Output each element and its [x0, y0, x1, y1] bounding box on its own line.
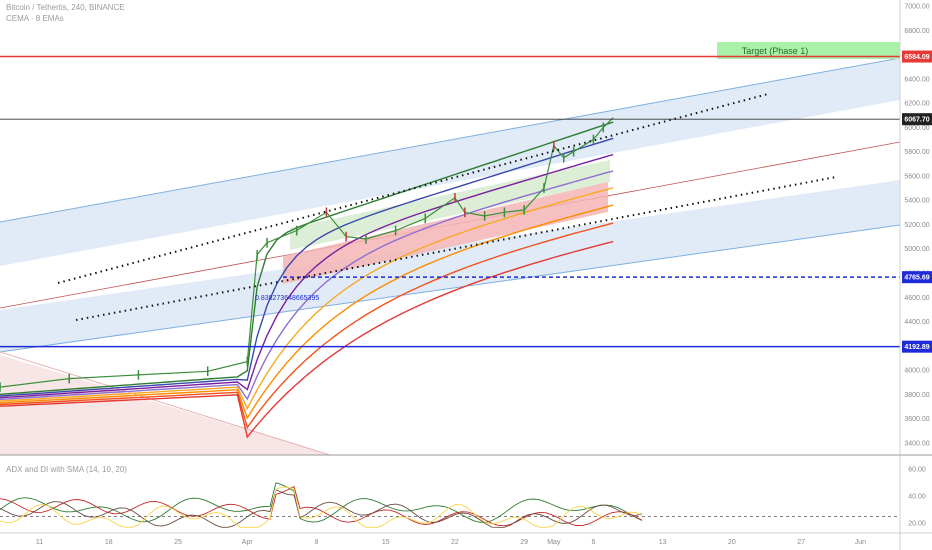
channel-layer: [0, 57, 901, 456]
ema-line-8: [0, 240, 614, 439]
upper-channel-top: [0, 57, 901, 223]
dotted-trend-layer: [57, 93, 837, 321]
time-tick-label: 22: [451, 539, 459, 546]
price-tick-label: 3800.00: [904, 392, 929, 399]
ema-layer: [0, 121, 614, 439]
lower-channel-band: [0, 180, 900, 352]
descending-wedge: [0, 355, 330, 455]
price-tick-label: 4600.00: [904, 295, 929, 302]
adx-tick-label: 60.00: [908, 466, 926, 473]
time-tick-label: May: [547, 539, 561, 546]
fib-label: 0.838273648665395: [255, 295, 319, 302]
axis-level-tag: [902, 50, 932, 63]
price-tick-label: 6200.00: [904, 101, 929, 108]
time-tick-label: Jun: [855, 539, 866, 546]
time-tick-label: 18: [105, 539, 113, 546]
adx-tick-label: 40.00: [908, 494, 926, 501]
price-tick-label: 6000.00: [904, 125, 929, 132]
axis-level-tag: [902, 340, 932, 353]
lower-channel-bottom: [0, 224, 901, 353]
upper-dotted-trend: [57, 93, 769, 284]
price-tick-label: 4000.00: [904, 368, 929, 375]
upper-channel-band: [0, 58, 900, 266]
time-tick-label: 25: [174, 539, 182, 546]
price-axis: 7000.00 6800.00 6400.00 6200.00 6000.00 5800.…: [899, 0, 932, 550]
time-tick-label: 8: [315, 539, 319, 546]
price-tick-label: 5600.00: [904, 173, 929, 180]
adx-pane: 60.00 40.00 20.00: [0, 466, 926, 528]
price-tick-label: 7000.00: [904, 4, 929, 11]
adx-line-2: [0, 485, 643, 527]
price-tick-label: 5200.00: [904, 222, 929, 229]
indicator-title: CEMA · 8 EMAs: [6, 14, 64, 23]
ema-line-6: [0, 204, 614, 420]
axis-level-tag-text: 6067.70: [904, 117, 929, 124]
time-tick-label: 6: [591, 539, 595, 546]
ema-line-4: [0, 170, 614, 401]
wedge-edge: [0, 351, 331, 456]
price-tick-label: 3400.00: [904, 440, 929, 447]
axis-level-tag-text: 6584.09: [904, 54, 929, 61]
adx-line-1: [0, 482, 643, 523]
ema-line-2: [0, 137, 614, 397]
target-label: Target (Phase 1): [742, 46, 809, 56]
ema-line-3: [0, 153, 614, 399]
axis-level-tag: [902, 271, 932, 284]
target-box: [717, 42, 901, 59]
time-axis: 11 18 25 Apr 8 15 22 29 May 6 13 20 27 Jun: [0, 454, 932, 546]
time-tick-label: Apr: [242, 539, 254, 546]
price-tick-label: 6400.00: [904, 76, 929, 83]
time-tick-label: 13: [659, 539, 667, 546]
time-tick-label: 20: [728, 539, 736, 546]
price-tick-label: 5800.00: [904, 149, 929, 156]
price-tick-label: 5000.00: [904, 246, 929, 253]
lower-dotted-trend: [75, 176, 837, 321]
green-pattern-box: [290, 160, 610, 250]
time-tick-label: 11: [36, 539, 43, 546]
candle-layer: [0, 117, 614, 392]
adx-line-3: [0, 489, 643, 528]
adx-tick-label: 20.00: [908, 521, 926, 528]
time-tick-label: 15: [382, 539, 390, 546]
symbol-title: Bitcoin / Tethertis, 240, BINANCE: [6, 3, 125, 12]
axis-level-tag: [902, 113, 932, 126]
price-tick-label: 4400.00: [904, 319, 929, 326]
adx-title: ADX and DI with SMA (14, 10, 20): [6, 465, 127, 474]
axis-level-tag-text: 4192.89: [904, 344, 929, 351]
time-tick-label: 29: [520, 539, 528, 546]
axis-level-tag-text: 4765.69: [904, 275, 929, 282]
time-tick-label: 27: [797, 539, 805, 546]
price-tick-label: 6800.00: [904, 28, 929, 35]
price-tick-label: 3600.00: [904, 416, 929, 423]
adx-line-4: [0, 486, 643, 528]
price-tick-label: 5400.00: [904, 198, 929, 205]
ema-line-7: [0, 222, 614, 430]
ema-line-5: [0, 187, 614, 411]
